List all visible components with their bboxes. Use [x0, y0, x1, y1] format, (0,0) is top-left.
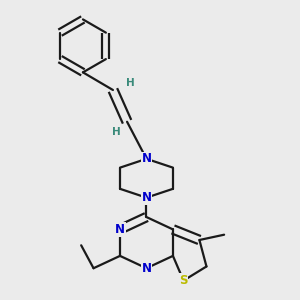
Text: N: N	[142, 152, 152, 165]
Text: N: N	[115, 223, 125, 236]
Text: H: H	[112, 128, 121, 137]
Text: N: N	[142, 191, 152, 204]
Text: S: S	[179, 274, 188, 287]
Text: H: H	[126, 78, 135, 88]
Text: N: N	[142, 262, 152, 275]
